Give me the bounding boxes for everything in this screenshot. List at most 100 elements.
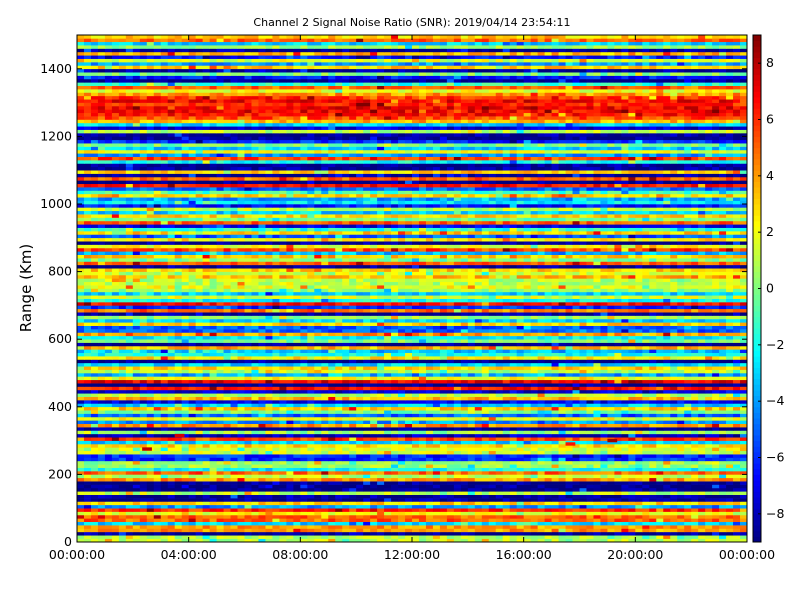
heatmap-cell xyxy=(663,508,671,512)
heatmap-cell xyxy=(244,410,252,414)
heatmap-cell xyxy=(181,538,190,543)
heatmap-cell xyxy=(321,433,329,438)
heatmap-cell xyxy=(321,376,329,381)
heatmap-cell xyxy=(412,416,420,421)
heatmap-cell xyxy=(195,413,204,418)
heatmap-cell xyxy=(446,471,455,475)
heatmap-cell xyxy=(600,400,608,404)
heatmap-cell xyxy=(349,423,357,428)
heatmap-cell xyxy=(181,410,190,414)
heatmap-cell xyxy=(244,437,252,441)
heatmap-cell xyxy=(174,423,183,428)
heatmap-cell xyxy=(370,464,378,468)
heatmap-cell xyxy=(579,514,587,519)
heatmap-cell xyxy=(565,369,573,374)
heatmap-cell xyxy=(446,460,455,465)
heatmap-cell xyxy=(418,535,427,539)
heatmap-cell xyxy=(439,511,448,516)
heatmap-cell xyxy=(565,366,573,370)
heatmap-cell xyxy=(146,413,155,418)
heatmap-cell xyxy=(586,440,594,445)
heatmap-cell xyxy=(572,487,580,492)
heatmap-cell xyxy=(293,450,301,455)
heatmap-cell xyxy=(405,379,413,384)
heatmap-cell xyxy=(398,450,406,455)
heatmap-cell xyxy=(621,477,629,482)
heatmap-cell xyxy=(726,420,734,424)
heatmap-cell xyxy=(244,481,252,485)
heatmap-cell xyxy=(328,487,336,492)
heatmap-cell xyxy=(230,460,238,465)
heatmap-cell xyxy=(509,511,518,516)
heatmap-cell xyxy=(600,487,608,492)
heatmap-cell xyxy=(628,373,636,377)
heatmap-cell xyxy=(621,366,629,370)
heatmap-cell xyxy=(251,454,259,458)
heatmap-cell xyxy=(439,518,448,523)
heatmap-cell xyxy=(118,467,127,472)
heatmap-cell xyxy=(488,508,497,512)
heatmap-cell xyxy=(244,403,252,408)
heatmap-cell xyxy=(370,508,378,512)
heatmap-cell xyxy=(565,396,573,401)
heatmap-cell xyxy=(223,514,231,519)
heatmap-cell xyxy=(635,437,643,441)
heatmap-cell xyxy=(481,521,490,526)
heatmap-cell xyxy=(733,538,741,543)
heatmap-cell xyxy=(167,423,176,428)
heatmap-cell xyxy=(307,481,315,485)
heatmap-cell xyxy=(209,498,217,502)
heatmap-cell xyxy=(684,383,692,387)
heatmap-cell xyxy=(586,467,594,472)
heatmap-cell xyxy=(237,467,245,472)
heatmap-cell xyxy=(425,498,434,502)
heatmap-cell xyxy=(104,498,113,502)
heatmap-cell xyxy=(377,521,385,526)
heatmap-cell xyxy=(684,528,692,533)
heatmap-cell xyxy=(635,393,643,397)
heatmap-cell xyxy=(586,416,594,421)
heatmap-cell xyxy=(726,383,734,387)
heatmap-cell xyxy=(335,491,343,495)
heatmap-cell xyxy=(614,508,622,512)
heatmap-cell xyxy=(425,366,434,370)
heatmap-cell xyxy=(77,413,85,418)
heatmap-cell xyxy=(77,403,85,408)
heatmap-cell xyxy=(195,484,204,489)
heatmap-cell xyxy=(398,420,406,424)
heatmap-cell xyxy=(677,498,685,502)
heatmap-cell xyxy=(370,379,378,384)
heatmap-cell xyxy=(712,433,720,438)
heatmap-cell xyxy=(77,528,85,533)
heatmap-cell xyxy=(244,400,252,404)
heatmap-cell xyxy=(398,383,406,387)
heatmap-cell xyxy=(293,525,301,529)
heatmap-cell xyxy=(342,528,350,533)
heatmap-cell xyxy=(544,416,552,421)
heatmap-cell xyxy=(328,504,336,509)
heatmap-cell xyxy=(111,457,120,462)
heatmap-cell xyxy=(216,420,224,424)
heatmap-cell xyxy=(733,514,741,519)
heatmap-cell xyxy=(118,433,127,438)
heatmap-cell xyxy=(209,413,217,418)
heatmap-cell xyxy=(607,535,615,539)
heatmap-cell xyxy=(328,383,336,387)
heatmap-cell xyxy=(677,467,685,472)
heatmap-cell xyxy=(398,481,406,485)
heatmap-cell xyxy=(349,389,357,394)
heatmap-cell xyxy=(139,494,148,499)
heatmap-cell xyxy=(481,389,490,394)
heatmap-cell xyxy=(370,501,378,506)
heatmap-cell xyxy=(356,464,364,468)
heatmap-cell xyxy=(628,386,636,391)
heatmap-cell xyxy=(265,450,273,455)
heatmap-cell xyxy=(251,464,259,468)
heatmap-cell xyxy=(216,467,224,472)
heatmap-cell xyxy=(432,471,441,475)
heatmap-cell xyxy=(453,467,462,472)
heatmap-cell xyxy=(656,514,664,519)
heatmap-cell xyxy=(544,481,552,485)
heatmap-cell xyxy=(118,376,127,381)
heatmap-cell xyxy=(300,386,308,391)
